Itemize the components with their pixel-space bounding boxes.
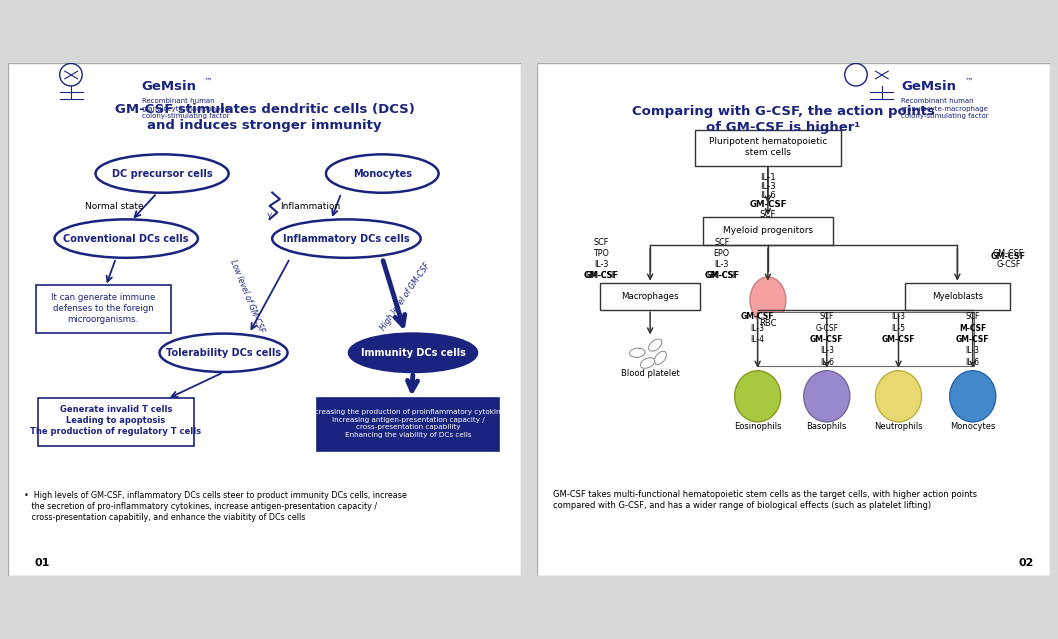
FancyBboxPatch shape [756, 312, 973, 366]
Text: •  High levels of GM-CSF, inflammatory DCs cells steer to product immunity DCs c: • High levels of GM-CSF, inflammatory DC… [24, 491, 406, 522]
Text: Inflammatory DCs cells: Inflammatory DCs cells [284, 234, 409, 243]
Text: 01: 01 [34, 558, 50, 567]
Ellipse shape [326, 155, 439, 193]
Text: ™: ™ [965, 77, 973, 86]
Text: Monocytes: Monocytes [950, 422, 996, 431]
Text: IL-1: IL-1 [760, 173, 776, 181]
Text: IL-5: IL-5 [892, 324, 906, 333]
Ellipse shape [804, 371, 850, 422]
Ellipse shape [875, 371, 922, 422]
Text: IL-3: IL-3 [751, 324, 765, 333]
Text: 02: 02 [1019, 558, 1034, 567]
Text: Macrophages: Macrophages [621, 292, 679, 301]
FancyBboxPatch shape [36, 285, 170, 334]
FancyBboxPatch shape [695, 130, 841, 166]
FancyBboxPatch shape [8, 63, 521, 576]
Ellipse shape [649, 339, 662, 351]
Ellipse shape [654, 351, 667, 364]
Ellipse shape [349, 334, 477, 372]
Text: Basophils: Basophils [806, 422, 847, 431]
Ellipse shape [734, 371, 781, 422]
Ellipse shape [950, 371, 996, 422]
Text: IL-3: IL-3 [820, 346, 834, 355]
Text: Pluripotent hematopoietic
stem cells: Pluripotent hematopoietic stem cells [709, 137, 827, 157]
Text: GM-CSF: GM-CSF [956, 335, 989, 344]
FancyBboxPatch shape [703, 217, 833, 245]
Text: Eosinophils: Eosinophils [734, 422, 782, 431]
Text: G-CSF: G-CSF [816, 324, 838, 333]
Text: Low level of GM-CSF: Low level of GM-CSF [227, 259, 266, 334]
Text: Recombinant human
granulocyte-macrophage
colony-stimulating factor: Recombinant human granulocyte-macrophage… [901, 98, 989, 119]
FancyBboxPatch shape [906, 282, 1009, 311]
Text: IL-6: IL-6 [820, 357, 834, 367]
Ellipse shape [160, 334, 288, 372]
Text: RBC: RBC [760, 319, 777, 328]
Text: IL-3: IL-3 [966, 346, 980, 355]
Text: M-CSF: M-CSF [960, 324, 986, 333]
Text: Conventional DCs cells: Conventional DCs cells [63, 234, 189, 243]
Text: DC precursor cells: DC precursor cells [112, 169, 213, 178]
Text: GM-CSF
G-CSF: GM-CSF G-CSF [993, 249, 1024, 269]
Text: Recombinant human
granulocyte-macrophage
colony-stimulating factor: Recombinant human granulocyte-macrophage… [142, 98, 230, 119]
Text: GM-CSF stimulates dendritic cells (DCS)
and induces stronger immunity: GM-CSF stimulates dendritic cells (DCS) … [114, 103, 415, 132]
Text: Monocytes: Monocytes [352, 169, 412, 178]
Text: Increasing the production of proinflammatory cytokines
Increasing antigen-presen: Increasing the production of proinflamma… [308, 409, 508, 438]
Ellipse shape [630, 348, 645, 357]
Text: GM-CSF takes multi-functional hematopoietic stem cells as the target cells, with: GM-CSF takes multi-functional hematopoie… [553, 489, 977, 510]
Text: Tolerability DCs cells: Tolerability DCs cells [166, 348, 281, 358]
FancyBboxPatch shape [38, 398, 194, 446]
Text: SCF: SCF [760, 210, 777, 219]
Text: SCF: SCF [966, 312, 980, 321]
Ellipse shape [55, 219, 198, 258]
Text: GM-CSF: GM-CSF [991, 252, 1026, 261]
Ellipse shape [750, 277, 786, 323]
Text: Neutrophils: Neutrophils [874, 422, 923, 431]
Text: SCF
EPO
IL-3
GM-CSF: SCF EPO IL-3 GM-CSF [706, 238, 737, 281]
Text: IL-6: IL-6 [760, 191, 776, 200]
Text: GeMsin: GeMsin [901, 80, 956, 93]
FancyBboxPatch shape [537, 63, 1050, 576]
Text: SCF
TPO
IL-3
GM-CSF: SCF TPO IL-3 GM-CSF [586, 238, 617, 281]
Text: IL-3: IL-3 [760, 182, 776, 191]
Text: IL-3: IL-3 [892, 312, 906, 321]
Ellipse shape [640, 358, 655, 368]
Text: Inflammation: Inflammation [280, 203, 340, 212]
Text: Comparing with G-CSF, the action points
of GM-CSF is higher¹: Comparing with G-CSF, the action points … [632, 105, 934, 134]
Text: GM-CSF: GM-CSF [741, 312, 774, 321]
Text: It can generate immune
defenses to the foreign
microorganisms.: It can generate immune defenses to the f… [51, 293, 156, 324]
Text: Immunity DCs cells: Immunity DCs cells [361, 348, 466, 358]
Text: High level of GM-CSF: High level of GM-CSF [379, 261, 432, 332]
Ellipse shape [95, 155, 229, 193]
Text: GM-CSF: GM-CSF [705, 271, 740, 280]
Text: GM-CSF: GM-CSF [584, 271, 619, 280]
Text: Blood platelet: Blood platelet [621, 369, 679, 378]
Text: SCF: SCF [820, 312, 834, 321]
Text: GeMsin: GeMsin [142, 80, 197, 93]
Ellipse shape [272, 219, 421, 258]
Text: IL-6: IL-6 [966, 357, 980, 367]
Text: GM-CSF: GM-CSF [881, 335, 915, 344]
FancyBboxPatch shape [317, 398, 498, 451]
Text: ™: ™ [204, 77, 213, 86]
Text: Myeloblasts: Myeloblasts [932, 292, 983, 301]
FancyBboxPatch shape [601, 282, 699, 311]
Text: GM-CSF: GM-CSF [749, 200, 787, 210]
Text: GM-CSF: GM-CSF [810, 335, 843, 344]
Text: Myeloid progenitors: Myeloid progenitors [723, 226, 813, 235]
Text: Generate invalid T cells
Leading to apoptosis
The production of regulatory T cel: Generate invalid T cells Leading to apop… [31, 405, 202, 436]
Text: Normal state: Normal state [86, 203, 144, 212]
Text: IL-4: IL-4 [751, 335, 765, 344]
